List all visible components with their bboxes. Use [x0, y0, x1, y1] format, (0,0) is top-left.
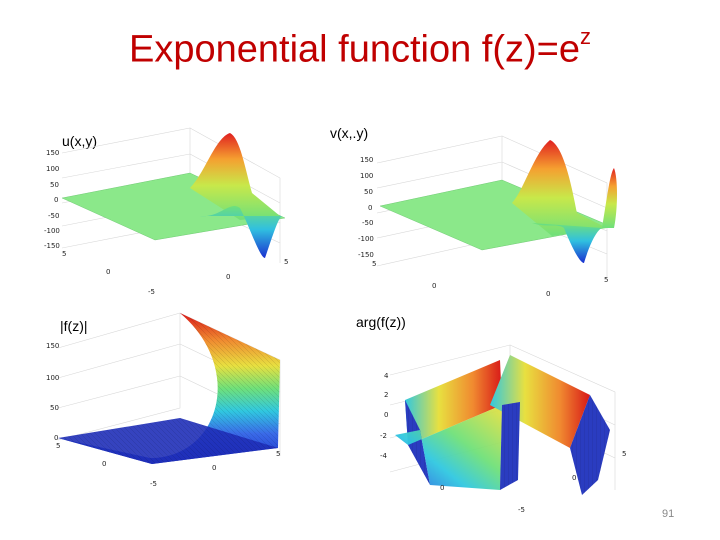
plot-v: 150 100 50 0 -50 -100 -150 5 0 0 5	[358, 135, 617, 298]
tick-label: 4	[384, 372, 389, 380]
tick-label: 0	[572, 474, 576, 482]
tick-label: 100	[46, 374, 59, 382]
tick-label: 0	[106, 268, 110, 276]
tick-label: 0	[440, 484, 444, 492]
tick-label: 5	[62, 250, 66, 258]
tick-label: -100	[358, 235, 374, 243]
tick-label: 5	[372, 260, 376, 268]
tick-label: -5	[148, 288, 155, 296]
panel-label-arg: arg(f(z))	[356, 314, 406, 330]
tick-label: -5	[518, 506, 525, 514]
tick-label: 5	[56, 442, 60, 450]
tick-label: 150	[46, 149, 59, 157]
tick-label: 5	[284, 258, 288, 266]
tick-label: 5	[622, 450, 626, 458]
panel-label-abs: |f(z)|	[60, 318, 88, 334]
tick-label: 0	[546, 290, 550, 298]
tick-label: 0	[212, 464, 216, 472]
tick-label: 50	[50, 404, 59, 412]
tick-label: -4	[380, 452, 388, 460]
tick-label: 0	[384, 411, 388, 419]
tick-label: 50	[50, 181, 59, 189]
tick-label: -50	[362, 219, 373, 227]
tick-label: 150	[46, 342, 59, 350]
tick-label: 100	[46, 165, 59, 173]
tick-label: 0	[226, 273, 230, 281]
panel-label-u: u(x,y)	[62, 133, 97, 149]
plot-abs: 150 100 50 0 5 0 -5 0 5	[46, 312, 280, 488]
tick-label: -2	[380, 432, 387, 440]
tick-label: -50	[48, 212, 59, 220]
title-superscript: z	[580, 24, 591, 49]
tick-label: 0	[102, 460, 106, 468]
tick-label: 5	[276, 450, 280, 458]
tick-label: -150	[358, 251, 374, 259]
tick-label: 0	[368, 204, 372, 212]
tick-label: 150	[360, 156, 373, 164]
tick-label: -5	[150, 480, 157, 488]
slide-title: Exponential function f(z)=ez	[129, 24, 591, 71]
tick-label: 2	[384, 391, 388, 399]
tick-label: 50	[364, 188, 373, 196]
panel-label-v: v(x,.y)	[330, 125, 369, 141]
tick-label: 0	[54, 196, 58, 204]
plot-arg: 4 2 0 -2 -4 0 -5 0 5	[380, 344, 626, 514]
tick-label: -150	[44, 242, 60, 250]
tick-label: 5	[604, 276, 608, 284]
tick-label: 0	[54, 434, 58, 442]
page-number: 91	[662, 508, 675, 520]
plot-u: 150 100 50 0 -50 -100 -150 5 0 -5 0 5	[44, 127, 288, 296]
tick-label: -100	[44, 227, 60, 235]
tick-label: 0	[432, 282, 436, 290]
tick-label: 100	[360, 172, 373, 180]
